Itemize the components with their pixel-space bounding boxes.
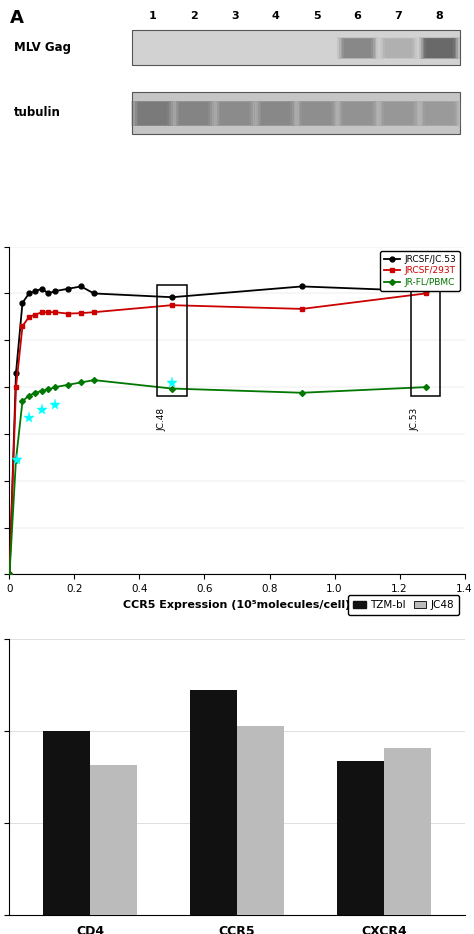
FancyBboxPatch shape xyxy=(384,102,413,125)
Text: JC.53: JC.53 xyxy=(411,408,420,432)
FancyBboxPatch shape xyxy=(418,101,461,126)
FancyBboxPatch shape xyxy=(336,101,379,126)
FancyBboxPatch shape xyxy=(419,37,460,59)
Text: tubulin: tubulin xyxy=(14,106,61,120)
FancyBboxPatch shape xyxy=(339,37,376,59)
FancyBboxPatch shape xyxy=(172,101,215,126)
FancyBboxPatch shape xyxy=(213,101,256,126)
FancyBboxPatch shape xyxy=(419,101,459,126)
FancyBboxPatch shape xyxy=(381,102,417,126)
FancyBboxPatch shape xyxy=(131,101,174,126)
FancyBboxPatch shape xyxy=(425,102,454,125)
FancyBboxPatch shape xyxy=(132,92,460,134)
X-axis label: CCR5 Expression (10⁵molecules/cell): CCR5 Expression (10⁵molecules/cell) xyxy=(123,600,351,610)
FancyBboxPatch shape xyxy=(344,38,371,58)
FancyBboxPatch shape xyxy=(178,102,210,125)
FancyBboxPatch shape xyxy=(260,102,292,125)
Bar xyxy=(90,765,137,934)
Text: 7: 7 xyxy=(395,11,402,21)
Text: 2: 2 xyxy=(190,11,198,21)
Bar xyxy=(237,726,284,934)
FancyBboxPatch shape xyxy=(424,38,455,58)
Bar xyxy=(157,286,187,396)
Legend: TZM-bl, JC48: TZM-bl, JC48 xyxy=(348,595,459,616)
FancyBboxPatch shape xyxy=(378,37,419,59)
FancyBboxPatch shape xyxy=(135,102,171,126)
FancyBboxPatch shape xyxy=(220,102,249,125)
Legend: JRCSF/JC.53, JRCSF/293T, JR-FL/PBMC: JRCSF/JC.53, JRCSF/293T, JR-FL/PBMC xyxy=(380,251,460,290)
FancyBboxPatch shape xyxy=(341,102,374,125)
FancyBboxPatch shape xyxy=(133,101,173,126)
FancyBboxPatch shape xyxy=(377,101,420,126)
Text: 6: 6 xyxy=(354,11,362,21)
Bar xyxy=(190,690,237,934)
FancyBboxPatch shape xyxy=(258,102,294,126)
FancyBboxPatch shape xyxy=(256,101,295,126)
Text: A: A xyxy=(9,9,23,27)
Text: 8: 8 xyxy=(436,11,443,21)
Text: 4: 4 xyxy=(272,11,280,21)
Bar xyxy=(337,760,384,934)
FancyBboxPatch shape xyxy=(339,102,375,126)
Bar xyxy=(384,748,431,934)
FancyBboxPatch shape xyxy=(342,38,373,58)
FancyBboxPatch shape xyxy=(338,101,377,126)
FancyBboxPatch shape xyxy=(295,101,338,126)
FancyBboxPatch shape xyxy=(341,38,374,58)
FancyBboxPatch shape xyxy=(382,38,416,58)
FancyBboxPatch shape xyxy=(343,102,372,125)
FancyBboxPatch shape xyxy=(302,102,331,125)
Bar xyxy=(43,731,90,934)
FancyBboxPatch shape xyxy=(423,102,456,125)
Text: MLV Gag: MLV Gag xyxy=(14,41,71,54)
Text: 3: 3 xyxy=(231,11,238,21)
Text: JC.48: JC.48 xyxy=(157,408,166,432)
FancyBboxPatch shape xyxy=(301,102,333,125)
FancyBboxPatch shape xyxy=(174,101,214,126)
FancyBboxPatch shape xyxy=(176,102,212,126)
FancyBboxPatch shape xyxy=(254,101,297,126)
FancyBboxPatch shape xyxy=(379,101,419,126)
FancyBboxPatch shape xyxy=(380,37,417,59)
FancyBboxPatch shape xyxy=(299,102,335,126)
FancyBboxPatch shape xyxy=(138,102,167,125)
FancyBboxPatch shape xyxy=(217,102,253,126)
FancyBboxPatch shape xyxy=(383,102,415,125)
Text: 1: 1 xyxy=(149,11,157,21)
FancyBboxPatch shape xyxy=(426,38,453,58)
FancyBboxPatch shape xyxy=(337,37,378,59)
FancyBboxPatch shape xyxy=(421,102,457,126)
FancyBboxPatch shape xyxy=(385,38,412,58)
Bar xyxy=(411,286,440,396)
FancyBboxPatch shape xyxy=(180,102,208,125)
Text: 5: 5 xyxy=(313,11,320,21)
FancyBboxPatch shape xyxy=(137,102,169,125)
FancyBboxPatch shape xyxy=(297,101,337,126)
FancyBboxPatch shape xyxy=(422,38,456,58)
FancyBboxPatch shape xyxy=(261,102,290,125)
FancyBboxPatch shape xyxy=(219,102,251,125)
FancyBboxPatch shape xyxy=(421,37,458,59)
FancyBboxPatch shape xyxy=(383,38,414,58)
FancyBboxPatch shape xyxy=(215,101,255,126)
FancyBboxPatch shape xyxy=(132,30,460,64)
